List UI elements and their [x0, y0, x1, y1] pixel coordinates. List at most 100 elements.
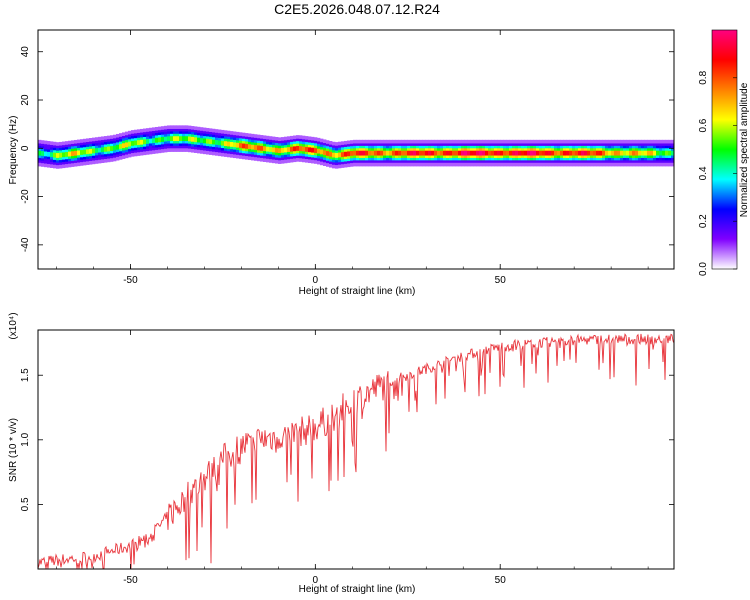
- heatmap-cell: [665, 150, 669, 156]
- heatmap-cell: [584, 150, 588, 156]
- heatmap-cell: [125, 142, 129, 148]
- heatmap-cell: [44, 151, 48, 157]
- heatmap-cell: [662, 150, 666, 156]
- heatmap-cell: [554, 150, 558, 156]
- heatmap-cell: [332, 152, 336, 158]
- heatmap-cell: [218, 140, 222, 146]
- heatmap-cell: [71, 151, 75, 157]
- heatmap-cell: [341, 152, 345, 158]
- heatmap-cell: [92, 148, 96, 154]
- heatmap-cell: [371, 150, 375, 156]
- heatmap-cell: [344, 151, 348, 157]
- heatmap-cell: [404, 150, 408, 156]
- heatmap-cell: [566, 150, 570, 156]
- heatmap-cell: [95, 148, 99, 153]
- heatmap-cell: [293, 146, 297, 152]
- heatmap-cell: [191, 136, 195, 142]
- snr-x-label: Height of straight line (km): [299, 584, 416, 595]
- spectrogram-y-label: Frequency (Hz): [8, 116, 19, 185]
- heatmap-cell: [107, 146, 111, 152]
- heatmap-cell: [572, 150, 576, 156]
- heatmap-cell: [503, 150, 507, 156]
- heatmap-cell: [263, 146, 267, 152]
- snr-line: [37, 333, 675, 569]
- heatmap-cell: [356, 150, 360, 156]
- heatmap-cell: [113, 145, 117, 151]
- x-tick-label: 50: [495, 275, 507, 286]
- heatmap-cell: [455, 150, 459, 156]
- heatmap-cell: [626, 150, 630, 156]
- colorbar-tick-label: 0.4: [698, 166, 709, 180]
- heatmap-cell: [365, 150, 369, 156]
- heatmap-cell: [131, 140, 135, 146]
- heatmap-cell: [182, 136, 186, 142]
- heatmap-cell: [230, 141, 234, 147]
- heatmap-cell: [101, 147, 105, 153]
- heatmap-cell: [143, 139, 147, 145]
- x-tick-label: -50: [123, 575, 138, 586]
- heatmap-cell: [605, 150, 609, 156]
- heatmap-cell: [512, 150, 516, 156]
- heatmap-cell: [50, 152, 54, 158]
- heatmap-cell: [461, 150, 465, 156]
- heatmap-cell: [533, 150, 537, 156]
- heatmap-cell: [458, 150, 462, 156]
- heatmap-cell: [473, 150, 477, 156]
- colorbar-label: Normalized spectral amplitude: [739, 82, 750, 217]
- heatmap-cell: [644, 150, 648, 156]
- heatmap-cell: [476, 150, 480, 156]
- y-tick-label: 0.5: [20, 497, 31, 511]
- heatmap-cell: [422, 150, 426, 156]
- heatmap-cell: [152, 138, 156, 144]
- heatmap-cell: [245, 143, 249, 149]
- heatmap-cell: [530, 150, 534, 156]
- heatmap-cell: [539, 150, 543, 156]
- heatmap-cell: [350, 151, 354, 156]
- spectrogram-x-label: Height of straight line (km): [299, 286, 416, 297]
- heatmap-cell: [617, 150, 621, 156]
- heatmap-cell: [659, 150, 663, 156]
- snr-y-ticks: 0.5 1.0 1.5: [20, 368, 674, 511]
- heatmap-cell: [527, 150, 531, 156]
- heatmap-cell: [275, 147, 279, 153]
- heatmap-cell: [68, 151, 72, 157]
- heatmap-cell: [329, 151, 333, 157]
- heatmap-cell: [161, 137, 165, 142]
- spectrogram-panel: -50 0 50 40 20 0 -20 -40 Height of straight li…: [8, 29, 675, 297]
- heatmap-cell: [320, 149, 324, 155]
- heatmap-cell: [323, 150, 327, 156]
- heatmap-cell: [479, 150, 483, 156]
- heatmap-cell: [326, 151, 330, 156]
- heatmap-cell: [668, 150, 672, 156]
- heatmap-cell: [398, 150, 402, 156]
- snr-scale-note: (x10⁴): [8, 312, 19, 339]
- heatmap-cell: [209, 139, 213, 145]
- spectrogram-x-ticks: -50 0 50: [56, 30, 649, 286]
- snr-panel: -50 0 50 0.5 1.0 1.5 Height of straight line…: [8, 312, 675, 595]
- heatmap-cell: [173, 136, 177, 142]
- x-tick-label: 0: [313, 275, 319, 286]
- heatmap-cell: [653, 150, 657, 156]
- colorbar-ticks: 0.0 0.2 0.4 0.6 0.8: [698, 70, 737, 276]
- heatmap-cell: [269, 147, 273, 152]
- heatmap-cell: [377, 150, 381, 156]
- heatmap-cell: [524, 150, 528, 156]
- heatmap-cell: [392, 150, 396, 156]
- heatmap-cell: [200, 138, 204, 143]
- heatmap-cell: [338, 152, 342, 158]
- heatmap-cell: [629, 150, 633, 156]
- heatmap-cell: [194, 137, 198, 143]
- y-tick-label: -40: [20, 237, 31, 252]
- colorbar-frame: [711, 29, 738, 270]
- heatmap-cell: [488, 150, 492, 156]
- heatmap-cell: [560, 150, 564, 156]
- heatmap-cell: [368, 150, 372, 156]
- heatmap-cell: [635, 150, 639, 156]
- heatmap-cell: [449, 150, 453, 156]
- heatmap-cell: [128, 141, 132, 147]
- heatmap-cell: [434, 150, 438, 156]
- y-tick-label: 40: [20, 46, 31, 58]
- heatmap-cell: [77, 150, 81, 156]
- spectrogram-frame: [37, 29, 675, 270]
